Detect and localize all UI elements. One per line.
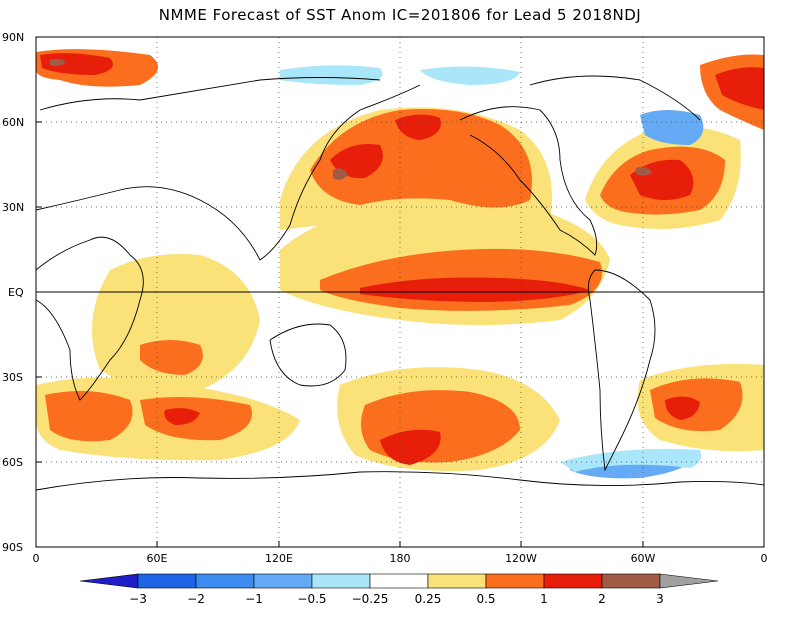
colorbar-label: 0.25 bbox=[414, 592, 442, 606]
colorbar-swatch bbox=[543, 573, 603, 589]
indian-warm bbox=[92, 254, 260, 391]
colorbar-swatch bbox=[195, 573, 255, 589]
x-label-120w: 120W bbox=[505, 552, 537, 565]
north-pacific-orange bbox=[310, 109, 532, 208]
x-label-60w: 60W bbox=[630, 552, 656, 565]
south-atlantic-red bbox=[665, 396, 700, 420]
colorbar bbox=[79, 573, 719, 589]
colorbar-end-low bbox=[79, 573, 139, 589]
colorbar-label: 3 bbox=[656, 592, 664, 606]
north-atlantic-brown bbox=[636, 166, 652, 176]
y-label-60s: 60S bbox=[2, 456, 23, 469]
x-label-180: 180 bbox=[389, 552, 411, 565]
map-title: NMME Forecast of SST Anom IC=201806 for … bbox=[158, 6, 642, 24]
y-label-eq: EQ bbox=[8, 286, 24, 299]
barents-red bbox=[40, 53, 113, 75]
x-label-60e: 60E bbox=[146, 552, 168, 565]
pacific-red-core bbox=[360, 277, 590, 302]
colorbar-label: −3 bbox=[129, 592, 147, 606]
axis-ticks bbox=[36, 36, 644, 548]
colorbar-label: 0.5 bbox=[476, 592, 496, 606]
x-label-120e: 120E bbox=[265, 552, 293, 565]
colorbar-label: 2 bbox=[598, 592, 606, 606]
colorbar-swatch bbox=[427, 573, 487, 589]
nordic-red bbox=[715, 67, 764, 110]
drake-lightblue bbox=[560, 448, 702, 472]
colorbar-swatch bbox=[601, 573, 661, 589]
colorbar-end-high bbox=[659, 573, 719, 589]
south-pacific-red bbox=[380, 429, 441, 465]
coastlines bbox=[35, 75, 765, 491]
arctic-blue-2 bbox=[420, 66, 520, 85]
colorbar-label: −0.5 bbox=[297, 592, 327, 606]
north-pacific-brown bbox=[333, 168, 348, 180]
indian-orange bbox=[140, 340, 203, 375]
colorbar-label: −2 bbox=[187, 592, 205, 606]
x-label-0: 0 bbox=[32, 552, 40, 565]
colorbar-label: −0.25 bbox=[351, 592, 389, 606]
colorbar-label: 1 bbox=[540, 592, 548, 606]
arctic-blue bbox=[280, 65, 383, 85]
north-pacific-red-2 bbox=[395, 114, 441, 140]
y-label-90n: 90N bbox=[2, 31, 25, 44]
y-label-90s: 90S bbox=[2, 541, 23, 554]
barents-brown bbox=[50, 58, 66, 66]
colorbar-swatch bbox=[253, 573, 313, 589]
anomaly-shading bbox=[36, 49, 764, 479]
south-indian-orange bbox=[45, 391, 133, 442]
y-label-60n: 60N bbox=[2, 116, 25, 129]
south-indian-red bbox=[164, 408, 200, 425]
colorbar-swatch bbox=[311, 573, 371, 589]
x-label-0-east: 0 bbox=[760, 552, 768, 565]
y-label-30n: 30N bbox=[2, 201, 25, 214]
labrador-blue bbox=[640, 110, 704, 145]
y-label-30s: 30S bbox=[2, 371, 23, 384]
colorbar-swatch bbox=[485, 573, 545, 589]
colorbar-swatch bbox=[137, 573, 197, 589]
colorbar-label: −1 bbox=[245, 592, 263, 606]
colorbar-swatch bbox=[369, 573, 429, 589]
